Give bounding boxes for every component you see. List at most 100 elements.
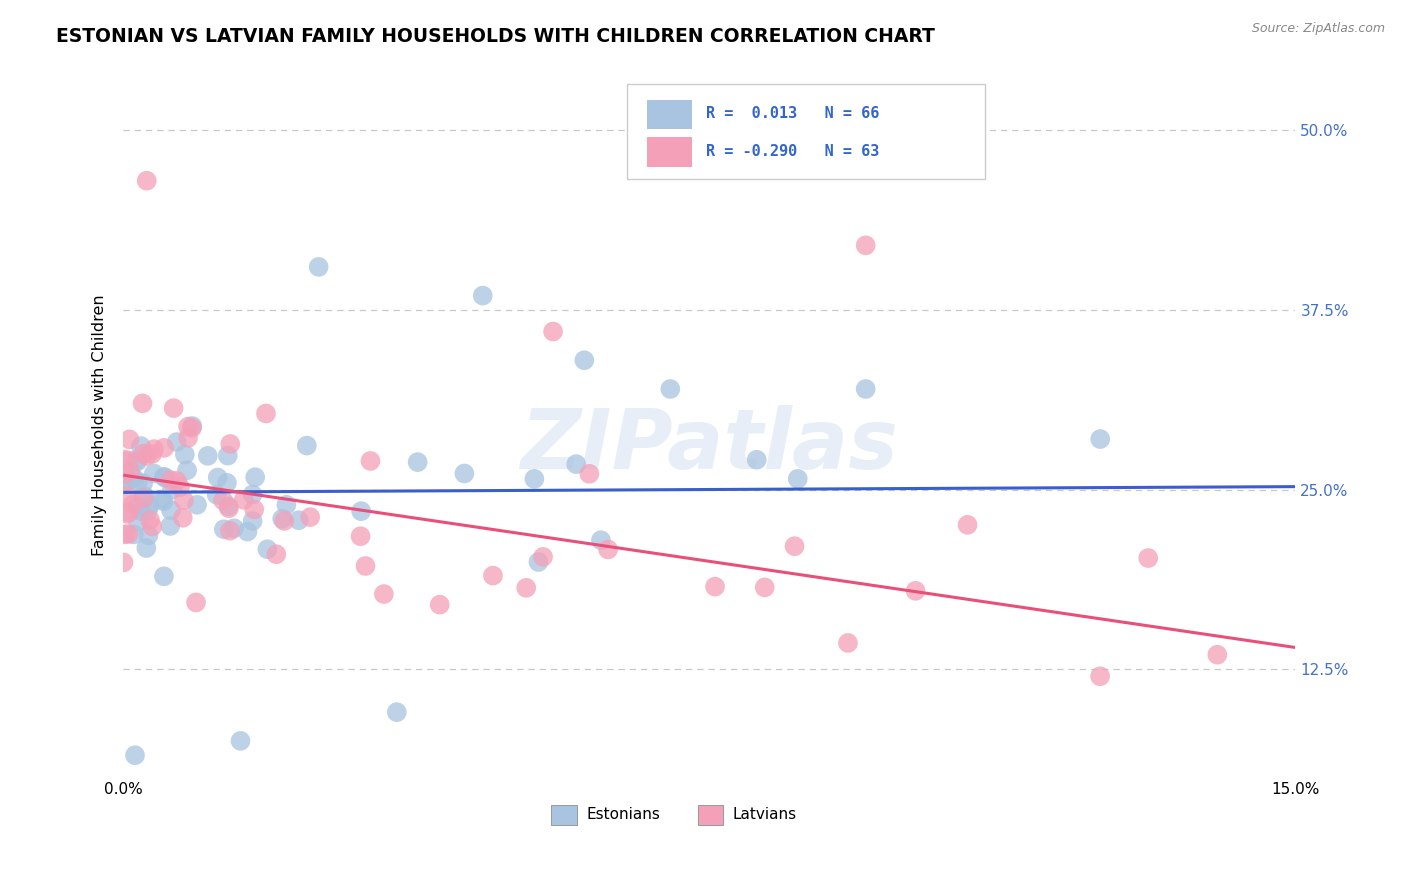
- Point: [217, 449, 239, 463]
- Point: [177, 419, 200, 434]
- Point: [159, 519, 181, 533]
- Point: [266, 547, 288, 561]
- Point: [256, 542, 278, 557]
- Point: [124, 748, 146, 763]
- Text: Latvians: Latvians: [733, 807, 797, 822]
- Point: [205, 488, 228, 502]
- Point: [471, 288, 494, 302]
- Point: [197, 449, 219, 463]
- Point: [212, 493, 235, 508]
- Point: [118, 506, 141, 520]
- Point: [176, 463, 198, 477]
- Point: [1088, 669, 1111, 683]
- Point: [273, 514, 295, 528]
- FancyBboxPatch shape: [647, 100, 692, 129]
- Point: [406, 455, 429, 469]
- Point: [219, 437, 242, 451]
- Point: [453, 467, 475, 481]
- Point: [153, 441, 176, 455]
- Point: [254, 407, 277, 421]
- FancyBboxPatch shape: [551, 805, 576, 824]
- Point: [531, 549, 554, 564]
- Point: [115, 507, 138, 521]
- Point: [271, 512, 294, 526]
- Point: [172, 511, 194, 525]
- Point: [139, 498, 162, 512]
- Point: [181, 421, 204, 435]
- Point: [956, 517, 979, 532]
- Point: [349, 529, 371, 543]
- Point: [169, 480, 191, 494]
- Point: [245, 470, 267, 484]
- Point: [132, 491, 155, 506]
- FancyBboxPatch shape: [647, 137, 692, 167]
- Point: [141, 519, 163, 533]
- Point: [122, 498, 145, 512]
- Text: ZIPatlas: ZIPatlas: [520, 406, 898, 486]
- Point: [160, 503, 183, 517]
- Point: [541, 325, 564, 339]
- Point: [127, 475, 149, 490]
- Point: [122, 527, 145, 541]
- Point: [354, 559, 377, 574]
- Point: [429, 598, 451, 612]
- Point: [127, 500, 149, 514]
- Point: [1206, 648, 1229, 662]
- Point: [482, 568, 505, 582]
- Point: [129, 504, 152, 518]
- Point: [127, 454, 149, 468]
- Point: [523, 472, 546, 486]
- Point: [120, 464, 142, 478]
- Y-axis label: Family Households with Children: Family Households with Children: [93, 294, 107, 556]
- Point: [115, 475, 138, 489]
- Point: [527, 555, 550, 569]
- Point: [783, 539, 806, 553]
- Point: [135, 541, 157, 555]
- Point: [589, 533, 612, 548]
- Point: [142, 467, 165, 481]
- Point: [159, 473, 181, 487]
- Text: Source: ZipAtlas.com: Source: ZipAtlas.com: [1251, 22, 1385, 36]
- Point: [118, 433, 141, 447]
- Point: [1137, 551, 1160, 566]
- Point: [153, 470, 176, 484]
- Point: [181, 419, 204, 434]
- Point: [219, 524, 242, 538]
- Point: [160, 483, 183, 497]
- Point: [166, 474, 188, 488]
- Point: [129, 439, 152, 453]
- Point: [139, 513, 162, 527]
- Point: [218, 501, 240, 516]
- Point: [232, 492, 254, 507]
- Point: [359, 454, 381, 468]
- Point: [242, 487, 264, 501]
- Point: [350, 504, 373, 518]
- Point: [299, 510, 322, 524]
- Point: [212, 522, 235, 536]
- Point: [207, 470, 229, 484]
- Point: [224, 521, 246, 535]
- Point: [136, 503, 159, 517]
- Point: [153, 470, 176, 484]
- Point: [704, 580, 727, 594]
- Text: ESTONIAN VS LATVIAN FAMILY HOUSEHOLDS WITH CHILDREN CORRELATION CHART: ESTONIAN VS LATVIAN FAMILY HOUSEHOLDS WI…: [56, 27, 935, 45]
- Point: [745, 452, 768, 467]
- Point: [163, 401, 186, 416]
- Point: [288, 513, 311, 527]
- Point: [115, 474, 138, 488]
- Point: [135, 174, 157, 188]
- Point: [786, 472, 808, 486]
- Point: [855, 238, 877, 252]
- Point: [114, 527, 136, 541]
- Point: [215, 475, 238, 490]
- Point: [117, 453, 139, 467]
- Point: [659, 382, 682, 396]
- Point: [236, 524, 259, 539]
- Point: [373, 587, 395, 601]
- Point: [125, 453, 148, 467]
- Point: [132, 476, 155, 491]
- Point: [837, 636, 859, 650]
- Point: [141, 447, 163, 461]
- Point: [184, 595, 207, 609]
- Point: [127, 515, 149, 529]
